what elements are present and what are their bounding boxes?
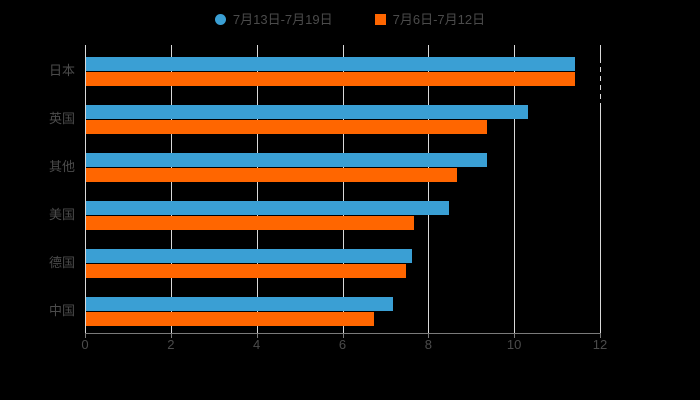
legend-item-series-b[interactable]: 7月6日-7月12日 (374, 11, 486, 27)
bar-series-b[interactable] (86, 119, 488, 134)
legend-square-marker-icon (374, 13, 386, 25)
x-gridline (342, 45, 344, 333)
chart-legend: 7月13日-7月19日 7月6日-7月12日 (0, 8, 700, 30)
legend-circle-marker-icon (214, 13, 226, 25)
bar-series-a[interactable] (86, 104, 529, 119)
legend-label-series-b: 7月6日-7月12日 (392, 11, 486, 27)
y-axis-category-label: 德国 (48, 255, 75, 270)
y-axis-line (85, 45, 86, 333)
x-gridline (428, 45, 430, 333)
y-axis-category-labels: 日本英国其他美国德国中国 (0, 45, 75, 333)
y-axis-category-label: 英国 (48, 111, 75, 126)
x-gridline (600, 45, 601, 333)
x-gridline (170, 45, 172, 333)
bar-series-a[interactable] (86, 56, 576, 71)
x-axis-tick-labels: 0 2 4 6 8 10 12 (81, 337, 608, 356)
bar-series-b[interactable] (86, 311, 374, 326)
x-axis-tick-label: 8 (424, 337, 432, 352)
y-axis-category-label: 美国 (48, 207, 75, 222)
x-axis-tick (342, 333, 344, 338)
x-gridline (514, 45, 516, 333)
bar-group (86, 56, 601, 86)
x-axis-tick-label: 6 (338, 337, 347, 352)
y-axis-category-label: 中国 (48, 303, 75, 318)
bar-group (86, 200, 601, 230)
bar-series-b[interactable] (86, 167, 458, 182)
y-axis-category-label: 日本 (48, 63, 75, 78)
x-gridline (256, 45, 258, 333)
x-axis-tick-label: 10 (506, 337, 522, 352)
x-axis-tick-label: 2 (167, 337, 175, 352)
bar-group (86, 152, 601, 182)
x-axis-tick-label: 0 (81, 337, 89, 352)
bar-group (86, 248, 601, 278)
legend-item-series-a[interactable]: 7月13日-7月19日 (214, 11, 333, 27)
plot-area (85, 45, 601, 338)
bar-group (86, 296, 601, 326)
bar-series-a[interactable] (86, 200, 449, 215)
bar-series-b[interactable] (86, 263, 406, 278)
legend-label-series-a: 7月13日-7月19日 (232, 11, 333, 27)
x-axis-tick (85, 333, 86, 338)
bar-series-b[interactable] (86, 215, 415, 230)
x-axis-tick-label: 12 (592, 337, 608, 352)
y-axis-category-label: 其他 (48, 159, 75, 174)
bar-series-b[interactable] (86, 71, 576, 86)
bar-series-a[interactable] (86, 296, 393, 311)
x-axis-tick (514, 333, 516, 338)
x-axis-tick (170, 333, 172, 338)
bar-group (86, 104, 601, 134)
x-axis-tick (256, 333, 258, 338)
bar-series-a[interactable] (86, 152, 488, 167)
x-axis-tick (428, 333, 430, 338)
x-gridline-dashed-segment (600, 63, 601, 105)
x-axis-tick-label: 4 (253, 337, 261, 352)
x-axis-tick (600, 333, 601, 338)
bar-series-a[interactable] (86, 248, 413, 263)
